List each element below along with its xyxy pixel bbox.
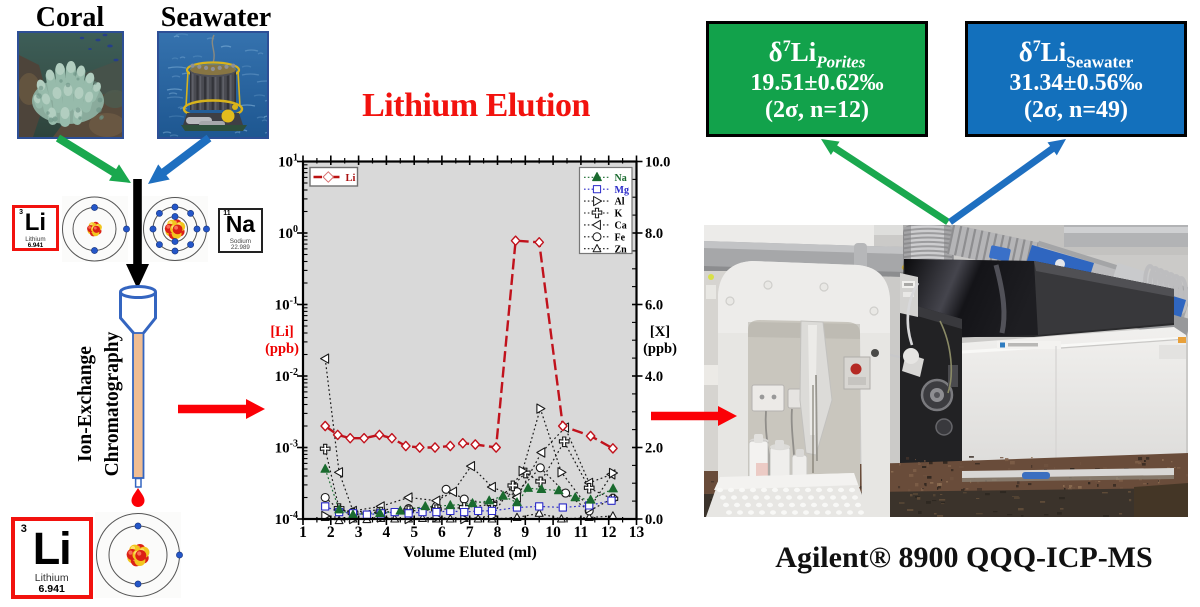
svg-text:6.0: 6.0 bbox=[645, 298, 663, 314]
svg-text:(ppb): (ppb) bbox=[265, 341, 299, 357]
svg-text:10.0: 10.0 bbox=[645, 155, 670, 171]
svg-text:10: 10 bbox=[545, 524, 561, 541]
svg-text:13: 13 bbox=[629, 524, 645, 541]
svg-text:6: 6 bbox=[438, 524, 446, 541]
svg-text:8: 8 bbox=[494, 524, 502, 541]
svg-text:11: 11 bbox=[574, 524, 589, 541]
svg-text:12: 12 bbox=[601, 524, 617, 541]
svg-text:7: 7 bbox=[466, 524, 474, 541]
svg-text:9: 9 bbox=[521, 524, 529, 541]
svg-text:10-4: 10-4 bbox=[275, 510, 298, 528]
svg-text:Volume Eluted (ml): Volume Eluted (ml) bbox=[403, 544, 537, 561]
svg-text:Zn: Zn bbox=[615, 244, 628, 255]
svg-text:100: 100 bbox=[278, 224, 298, 242]
svg-text:K: K bbox=[615, 209, 623, 220]
svg-text:Al: Al bbox=[615, 197, 625, 208]
svg-text:[X]: [X] bbox=[650, 324, 670, 340]
svg-text:(ppb): (ppb) bbox=[643, 341, 677, 357]
svg-text:10-1: 10-1 bbox=[275, 296, 298, 314]
svg-text:1: 1 bbox=[299, 524, 307, 541]
svg-text:4.0: 4.0 bbox=[645, 369, 663, 385]
svg-text:Na: Na bbox=[615, 173, 627, 184]
svg-text:Mg: Mg bbox=[615, 185, 629, 196]
svg-text:Fe: Fe bbox=[615, 232, 626, 243]
svg-text:10-3: 10-3 bbox=[275, 439, 298, 457]
svg-text:0.0: 0.0 bbox=[645, 512, 663, 528]
svg-text:Li: Li bbox=[346, 173, 356, 184]
svg-text:3: 3 bbox=[355, 524, 363, 541]
svg-text:Ca: Ca bbox=[615, 221, 627, 232]
svg-text:8.0: 8.0 bbox=[645, 226, 663, 242]
svg-text:2.0: 2.0 bbox=[645, 441, 663, 457]
svg-text:[Li]: [Li] bbox=[270, 324, 293, 340]
svg-text:10-2: 10-2 bbox=[275, 367, 298, 385]
svg-text:2: 2 bbox=[327, 524, 335, 541]
svg-text:101: 101 bbox=[278, 153, 298, 171]
svg-text:5: 5 bbox=[410, 524, 418, 541]
svg-text:4: 4 bbox=[383, 524, 391, 541]
